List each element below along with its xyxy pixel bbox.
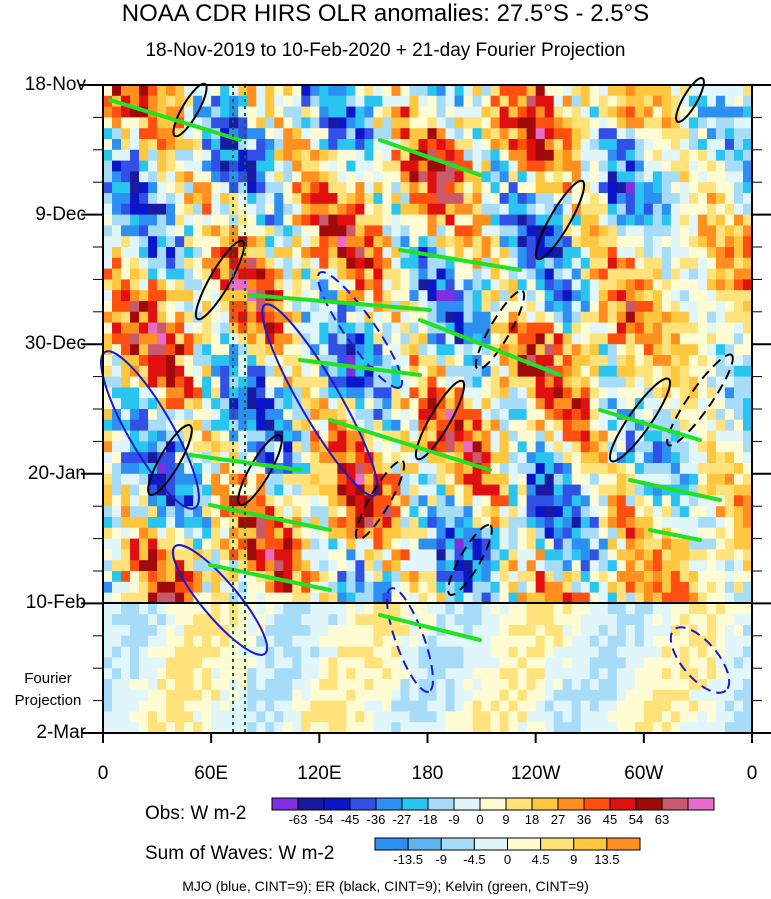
x-tick-label-2: 120E (297, 763, 342, 784)
obs-colorbar-swatch-1 (297, 797, 325, 811)
kelvin-contour-2 (398, 248, 522, 272)
obs-colorbar-tick-11: 36 (576, 812, 592, 827)
x-tick-label-6: 0 (746, 763, 758, 784)
waves-colorbar-swatch-1 (407, 837, 442, 851)
x-tick-label-3: 180 (411, 763, 444, 784)
chart-title: NOAA CDR HIRS OLR anomalies: 27.5°S - 2.… (121, 0, 650, 27)
mjo-contour-3 (171, 544, 269, 656)
obs-colorbar-swatch-8 (479, 797, 507, 811)
kelvin-contour-3 (248, 293, 432, 312)
obs-colorbar-tick-14: 63 (654, 812, 670, 827)
er-contour-6 (534, 179, 586, 261)
waves-colorbar-swatch-3 (473, 837, 508, 851)
waves-colorbar-swatch-4 (507, 837, 542, 851)
wave-legend: MJO (blue, CINT=9); ER (black, CINT=9); … (182, 878, 589, 894)
mjo-contour-1 (261, 303, 379, 497)
kelvin-contour-1 (378, 138, 482, 177)
er-contour-10 (194, 239, 246, 321)
kelvin-contour-5 (298, 358, 422, 377)
kelvin-contour-0 (108, 98, 242, 142)
mjo-contour-5 (669, 626, 731, 694)
kelvin-contour-8 (208, 503, 332, 532)
kelvin-contour-11 (598, 408, 702, 442)
waves-colorbar-label: Sum of Waves: W m-2 (145, 843, 335, 864)
obs-colorbar-swatch-16 (687, 797, 715, 811)
projection-label-line-1: Projection (14, 692, 82, 709)
projection-label-line-0: Fourier (24, 670, 72, 687)
er-contour-7 (474, 289, 526, 371)
obs-colorbar-tick-9: 18 (524, 812, 540, 827)
obs-colorbar-swatch-3 (349, 797, 377, 811)
kelvin-contour-12 (628, 478, 722, 502)
obs-colorbar-tick-4: -27 (392, 812, 412, 827)
obs-colorbar-tick-5: -18 (418, 812, 438, 827)
kelvin-contour-13 (648, 528, 702, 542)
y-tick-label-3: 20-Jan (27, 462, 86, 484)
obs-colorbar-tick-10: 27 (550, 812, 566, 827)
waves-colorbar-swatch-7 (606, 837, 641, 851)
obs-colorbar-swatch-11 (557, 797, 585, 811)
waves-colorbar-swatch-0 (374, 837, 409, 851)
obs-colorbar-tick-1: -54 (314, 812, 334, 827)
obs-colorbar-swatch-14 (635, 797, 663, 811)
olr-anomaly-field (103, 85, 753, 734)
obs-colorbar-swatch-0 (271, 797, 299, 811)
er-contour-11 (147, 424, 193, 496)
er-contour-13 (666, 353, 734, 447)
obs-colorbar-tick-13: 54 (628, 812, 644, 827)
obs-colorbar-tick-0: -63 (288, 812, 308, 827)
obs-colorbar-swatch-9 (505, 797, 533, 811)
waves-colorbar-swatch-5 (540, 837, 575, 851)
obs-colorbar-tick-3: -36 (366, 812, 386, 827)
x-tick-label-1: 60E (194, 763, 229, 784)
er-contour-16 (675, 77, 705, 123)
er-contour-8 (414, 379, 466, 461)
waves-colorbar-tick-4: 4.5 (531, 852, 550, 867)
obs-colorbar-tick-2: -45 (340, 812, 360, 827)
kelvin-contour-10 (378, 613, 482, 642)
x-tick-label-5: 60W (624, 763, 664, 784)
y-tick-label-4: 10-Feb (25, 592, 86, 614)
obs-colorbar-swatch-2 (323, 797, 351, 811)
fourier-projection-label: Fourier Projection (0, 668, 96, 712)
obs-colorbar-swatch-15 (661, 797, 689, 811)
kelvin-contour-6 (328, 418, 492, 472)
waves-colorbar-swatch-2 (440, 837, 475, 851)
obs-colorbar-tick-6: -9 (448, 812, 460, 827)
y-tick-label-0: 18-Nov (24, 74, 86, 95)
obs-colorbar-swatch-7 (453, 797, 481, 811)
er-contour-14 (447, 524, 493, 596)
waves-colorbar-tick-2: -4.5 (463, 852, 486, 867)
obs-colorbar-swatch-10 (531, 797, 559, 811)
x-tick-label-4: 120W (510, 763, 561, 784)
obs-colorbar-tick-12: 45 (602, 812, 618, 827)
er-contour-9 (354, 459, 406, 541)
y-tick-label-2: 30-Dec (24, 333, 86, 355)
mjo-contour-2 (317, 271, 403, 389)
obs-colorbar-tick-8: 9 (502, 812, 510, 827)
mjo-contour-0 (100, 350, 200, 510)
x-tick-label-0: 0 (97, 763, 109, 784)
obs-colorbar-label: Obs: W m-2 (145, 803, 247, 824)
chart-subtitle: 18-Nov-2019 to 10-Feb-2020 + 21-day Four… (145, 40, 626, 61)
waves-colorbar-swatch-6 (573, 837, 608, 851)
waves-colorbar-tick-1: -9 (435, 852, 448, 867)
obs-colorbar-swatch-5 (401, 797, 429, 811)
kelvin-contour-9 (208, 563, 332, 592)
mjo-contour-4 (386, 587, 434, 693)
waves-colorbar-tick-6: 13.5 (594, 852, 620, 867)
obs-colorbar-swatch-13 (609, 797, 637, 811)
waves-colorbar-tick-3: 0 (503, 852, 512, 867)
waves-colorbar-tick-0: -13.5 (393, 852, 423, 867)
obs-colorbar-swatch-4 (375, 797, 403, 811)
obs-colorbar-swatch-12 (583, 797, 611, 811)
kelvin-contour-4 (418, 318, 562, 377)
obs-colorbar-swatch-6 (427, 797, 455, 811)
obs-colorbar-tick-7: 0 (476, 812, 484, 827)
kelvin-contour-7 (188, 453, 302, 472)
waves-colorbar-tick-5: 9 (570, 852, 578, 867)
y-tick-label-1: 9-Dec (35, 203, 86, 225)
y-tick-label-5: 2-Mar (36, 722, 86, 743)
